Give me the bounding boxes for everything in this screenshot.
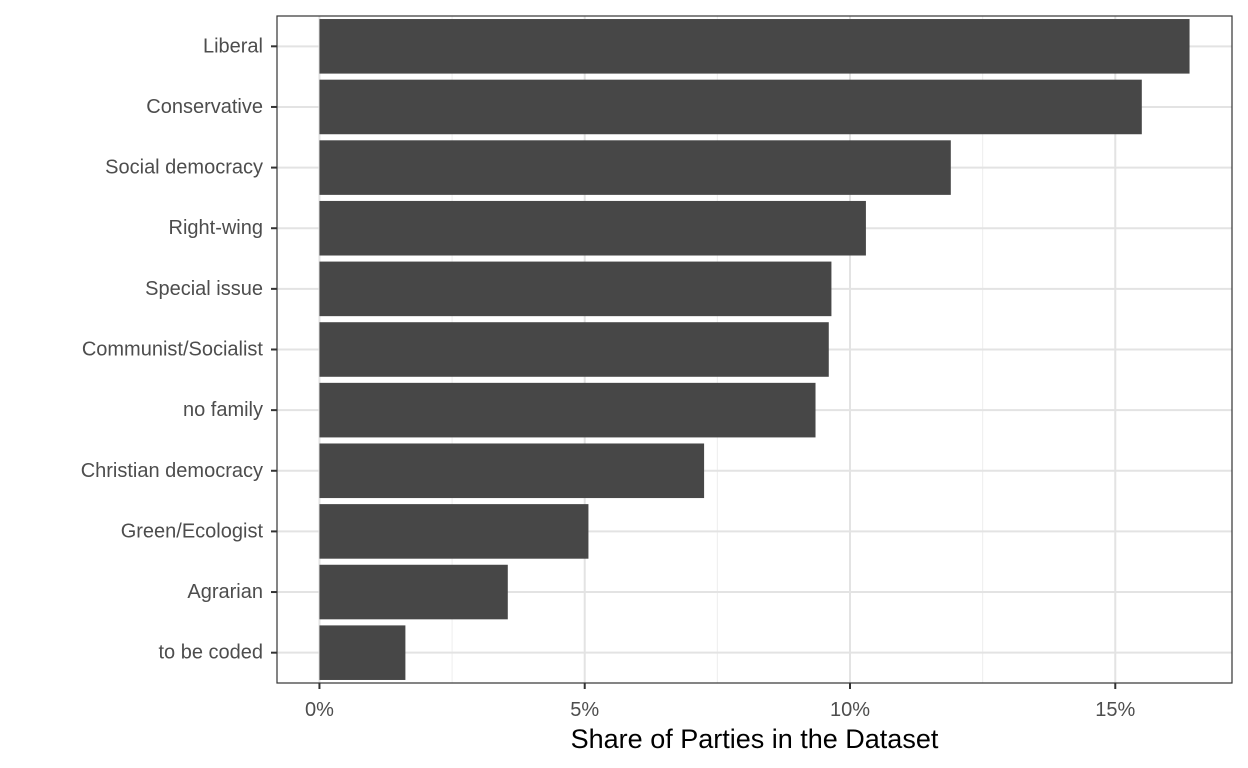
y-tick-label: Communist/Socialist [82,339,264,361]
y-tick-label: Christian democracy [81,460,263,482]
y-axis: Liberal Conservative Social democracy Right… [81,35,277,664]
bar-agrarian [319,564,508,620]
x-tick-label: 15% [1095,699,1135,721]
x-tick-label: 5% [570,699,599,721]
bar-right-wing [319,200,866,256]
y-tick-label: no family [183,399,263,421]
bar-special-issue [319,261,832,317]
y-tick-label: Social democracy [105,157,263,179]
bar-conservative [319,79,1142,135]
x-axis-title: Share of Parties in the Dataset [571,724,939,754]
y-tick-label: Conservative [146,96,263,118]
y-tick-label: Green/Ecologist [121,520,264,542]
y-tick-label: Agrarian [187,581,263,603]
bar-liberal [319,19,1190,74]
x-tick-label: 0% [305,699,334,721]
bar-communist-socialist [319,322,829,377]
bar-christian-democracy [319,443,705,499]
bar-social-democracy [319,140,951,195]
bar-no-family [319,382,816,438]
y-tick-label: to be coded [158,642,263,664]
bar-green-ecologist [319,504,589,559]
y-tick-label: Right-wing [169,217,263,239]
x-axis: 0% 5% 10% 15% [305,683,1136,721]
y-tick-label: Liberal [203,35,263,57]
bars [319,19,1190,680]
y-tick-label: Special issue [145,278,263,300]
x-tick-label: 10% [830,699,870,721]
bar-to-be-coded [319,625,406,680]
